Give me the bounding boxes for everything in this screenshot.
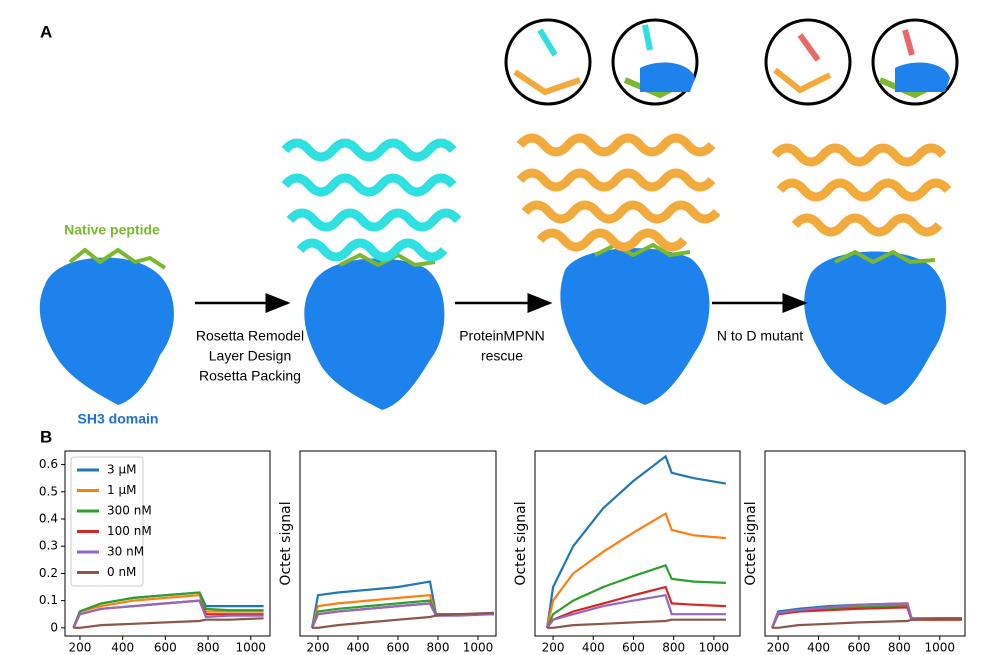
x-tick-label: 600 bbox=[387, 641, 410, 655]
x-tick-label: 800 bbox=[197, 641, 220, 655]
sh3-surface bbox=[560, 248, 710, 405]
series-line bbox=[72, 599, 264, 629]
x-tick-label: 1000 bbox=[699, 641, 730, 655]
sh3-surface bbox=[304, 258, 445, 410]
x-tick-label: 600 bbox=[622, 641, 645, 655]
peptide bbox=[594, 242, 691, 258]
x-tick-label: 400 bbox=[807, 641, 830, 655]
x-tick-label: 400 bbox=[347, 641, 370, 655]
legend-label: 1 μM bbox=[107, 483, 136, 497]
step-label: Rosetta Packing bbox=[199, 368, 301, 384]
inset-surface bbox=[895, 62, 950, 92]
x-tick-label: 800 bbox=[662, 641, 685, 655]
plot-frame bbox=[764, 450, 966, 637]
y-axis-label: Octet signal bbox=[513, 501, 529, 585]
y-tick-label: 0.4 bbox=[39, 512, 58, 526]
panel-label: B bbox=[40, 427, 52, 446]
x-tick-label: 600 bbox=[847, 641, 870, 655]
peptide bbox=[834, 249, 936, 265]
plot-frame bbox=[64, 450, 271, 637]
x-tick-label: 200 bbox=[767, 641, 790, 655]
x-tick-label: 800 bbox=[427, 641, 450, 655]
x-tick-label: 1000 bbox=[463, 641, 494, 655]
helix-bundle bbox=[516, 133, 721, 252]
x-tick-label: 400 bbox=[582, 641, 605, 655]
series-line bbox=[546, 563, 726, 629]
series-line bbox=[72, 599, 264, 629]
legend-label: 300 nM bbox=[107, 504, 152, 518]
legend-label: 30 nM bbox=[107, 545, 144, 559]
domain-label: SH3 domain bbox=[78, 411, 159, 427]
peptide-label: Native peptide bbox=[64, 222, 160, 238]
series-line bbox=[772, 617, 962, 629]
series-line bbox=[546, 593, 726, 629]
x-tick-label: 200 bbox=[68, 641, 91, 655]
x-tick-label: 200 bbox=[542, 641, 565, 655]
peptide bbox=[68, 247, 167, 270]
series-line bbox=[312, 611, 495, 629]
x-tick-label: 400 bbox=[111, 641, 134, 655]
illustration bbox=[39, 18, 959, 410]
series-line bbox=[72, 591, 264, 629]
plot-frame bbox=[534, 450, 741, 637]
helix-bundle bbox=[281, 138, 462, 262]
sh3-surface bbox=[39, 257, 174, 405]
y-tick-label: 0.5 bbox=[39, 484, 58, 498]
step-label: Rosetta Remodel bbox=[196, 328, 304, 344]
x-tick-label: 800 bbox=[888, 641, 911, 655]
legend-label: 3 μM bbox=[107, 463, 136, 477]
y-tick-label: 0.1 bbox=[39, 593, 58, 607]
legend-label: 0 nM bbox=[107, 565, 136, 579]
series-line bbox=[546, 454, 727, 628]
series-line bbox=[73, 617, 264, 629]
inset-surface bbox=[640, 62, 695, 92]
y-tick-label: 0.6 bbox=[39, 457, 58, 471]
step-label: ProteinMPNN bbox=[459, 328, 545, 344]
panel-label: A bbox=[40, 22, 52, 41]
y-axis-label: Octet signal bbox=[743, 501, 759, 585]
series-line bbox=[547, 618, 726, 629]
step-label: N to D mutant bbox=[717, 328, 803, 344]
x-tick-label: 600 bbox=[154, 641, 177, 655]
x-tick-label: 1000 bbox=[236, 641, 267, 655]
sh3-surface bbox=[804, 251, 947, 405]
y-tick-label: 0 bbox=[50, 620, 58, 634]
charts: 200 400 600 800 1000 0 0.1 0.2 0.3 0.4 0.5 0.6 3 μM 1… bbox=[39, 450, 966, 655]
series-line bbox=[546, 511, 726, 629]
x-tick-label: 200 bbox=[307, 641, 330, 655]
inset-circle bbox=[504, 18, 959, 106]
step-label: Layer Design bbox=[209, 348, 292, 364]
y-tick-label: 0.3 bbox=[39, 539, 58, 553]
x-tick-label: 1000 bbox=[924, 641, 955, 655]
step-label: rescue bbox=[481, 348, 523, 364]
y-tick-label: 0.2 bbox=[39, 566, 58, 580]
legend-label: 100 nM bbox=[107, 524, 152, 538]
y-axis-label: Octet signal bbox=[278, 501, 294, 585]
plot-frame bbox=[299, 450, 497, 637]
helix-bundle bbox=[771, 143, 952, 237]
